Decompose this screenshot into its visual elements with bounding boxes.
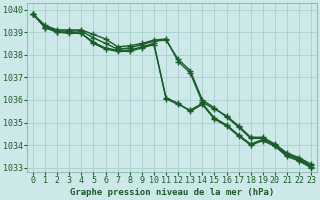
X-axis label: Graphe pression niveau de la mer (hPa): Graphe pression niveau de la mer (hPa): [70, 188, 274, 197]
